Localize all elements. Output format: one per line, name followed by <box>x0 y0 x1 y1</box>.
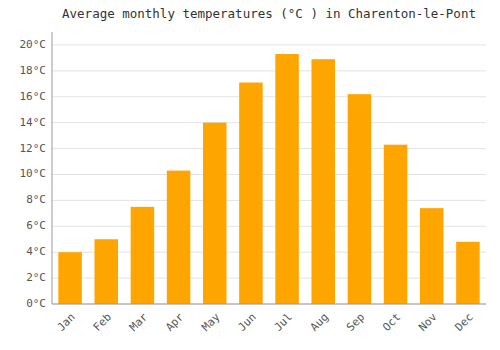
bar <box>456 242 480 304</box>
bar <box>384 145 408 304</box>
bar <box>348 94 372 304</box>
grid-line <box>52 96 486 97</box>
x-tick-label: May <box>199 310 223 334</box>
y-tick-label: 4°C <box>26 245 46 258</box>
x-tick-label: Jan <box>55 311 78 334</box>
bar <box>311 59 335 304</box>
x-tick-label: Dec <box>452 311 475 334</box>
bar <box>420 208 444 304</box>
x-tick-label: Oct <box>380 311 403 334</box>
grid <box>52 45 486 304</box>
y-tick-label: 2°C <box>26 271 46 284</box>
y-tick-label: 16°C <box>20 90 47 103</box>
grid-line <box>52 200 486 201</box>
chart: 0°C 2°C 4°C 6°C 8°C 10°C 12°C 14°C 16°C 18°C 20°C J… <box>0 0 500 350</box>
bar <box>131 207 155 304</box>
y-tick-label: 0°C <box>26 297 46 310</box>
x-axis-line <box>52 304 486 305</box>
grid-line <box>52 148 486 149</box>
x-tick-label: Feb <box>91 311 114 334</box>
bar <box>239 83 263 304</box>
bar <box>167 171 191 304</box>
chart-container: 0°C 2°C 4°C 6°C 8°C 10°C 12°C 14°C 16°C 18°C 20°C J… <box>0 0 500 350</box>
y-tick-label: 12°C <box>20 142 47 155</box>
x-tick-label: Jun <box>235 311 258 334</box>
y-tick-label: 20°C <box>20 38 47 51</box>
y-tick-label: 18°C <box>20 64 47 77</box>
bar <box>94 239 118 304</box>
bar <box>275 54 299 304</box>
y-tick-label: 6°C <box>26 219 46 232</box>
x-tick-label: Mar <box>127 310 151 334</box>
y-axis: 0°C 2°C 4°C 6°C 8°C 10°C 12°C 14°C 16°C 18°C 20°C <box>20 32 53 310</box>
grid-line <box>52 304 486 305</box>
grid-line <box>52 174 486 175</box>
grid-line <box>52 44 486 45</box>
grid-line <box>52 122 486 123</box>
y-axis-line <box>52 32 53 304</box>
x-axis: Jan Feb Mar Apr May Jun Jul Aug Sep Oct Nov Dec <box>52 304 486 334</box>
x-tick-label: Jul <box>272 311 295 334</box>
bar <box>58 252 82 304</box>
y-tick-label: 14°C <box>20 116 47 129</box>
x-tick-label: Sep <box>344 311 367 334</box>
bar <box>203 123 227 304</box>
x-tick-label: Apr <box>163 310 187 334</box>
x-tick-label: Nov <box>416 310 440 334</box>
bars <box>58 54 479 304</box>
y-tick-label: 10°C <box>20 167 47 180</box>
title: Average monthly temperatures (°C ) in Ch… <box>62 6 476 21</box>
x-tick-label: Aug <box>308 311 331 334</box>
grid-line <box>52 70 486 71</box>
y-tick-label: 8°C <box>26 193 46 206</box>
